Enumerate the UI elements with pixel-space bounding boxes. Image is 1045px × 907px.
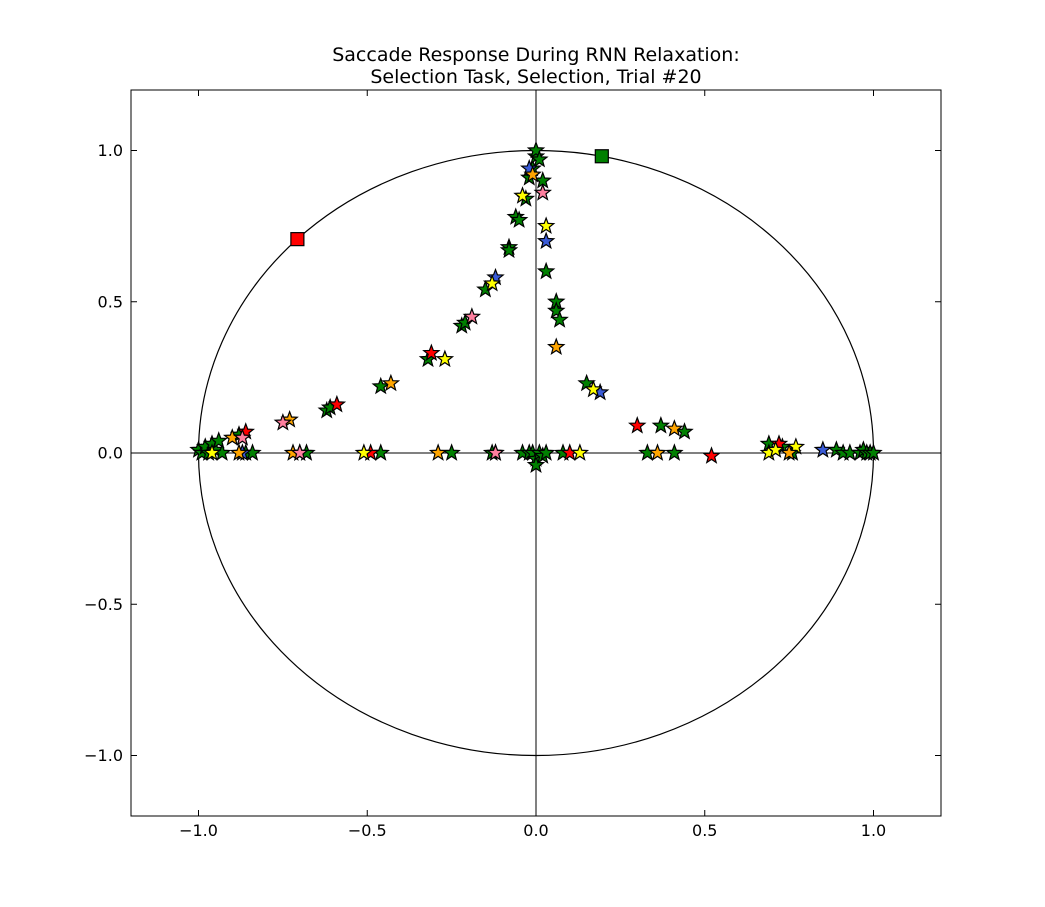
star-point-green [509,210,529,228]
star-point-pink [273,413,293,431]
star-point-orange [779,443,799,461]
chart-title: Saccade Response During RNN Relaxation: … [0,44,1045,88]
star-point-green [550,310,569,328]
axis-ticks: −1.0 −0.5 0.0 0.5 1.0 −1.0 −0.5 0.0 0.5 1.0 [84,90,941,840]
y-tick-label: 1.0 [98,141,123,160]
star-point-yellow [482,273,502,292]
star-point-blue [536,231,556,250]
star-point-orange [428,443,448,461]
y-tick-label: 0.5 [98,292,123,311]
star-point-orange [523,164,542,183]
target-square-marker [290,232,305,247]
star-point-green [536,443,556,461]
x-tick-label: 1.0 [861,821,886,840]
star-point-green [209,431,228,449]
star-point-pink [486,443,505,461]
data-points [189,140,883,473]
star-point-green [536,261,556,280]
star-point-yellow [513,186,532,204]
star-point-red [702,446,721,464]
star-point-yellow [766,440,785,458]
star-point-pink [533,183,552,201]
star-point-orange [648,443,667,461]
star-point-yellow [536,216,556,234]
star-point-pink [290,443,309,461]
star-point-red [327,394,347,413]
star-point-red [628,416,647,434]
star-point-blue [813,440,833,458]
x-tick-label: −1.0 [179,821,218,840]
target-markers [290,149,609,247]
star-point-yellow [435,349,455,368]
y-tick-label: 0.0 [98,444,123,463]
x-tick-label: −0.5 [348,821,387,840]
chart-title-line-2: Selection Task, Selection, Trial #20 [370,66,702,88]
star-point-yellow [202,443,222,461]
star-point-pink [233,428,252,446]
star-point-red [422,343,441,362]
star-point-green [526,455,546,473]
star-point-green [526,140,546,159]
star-point-orange [665,419,684,437]
star-point-green [665,443,684,461]
star-point-green [864,443,883,461]
star-point-yellow [354,443,374,461]
star-point-orange [381,373,401,392]
x-tick-label: 0.0 [523,821,548,840]
x-tick-label: 0.5 [692,821,717,840]
star-point-yellow [584,379,603,398]
star-point-yellow [570,443,590,461]
chart-title-line-1: Saccade Response During RNN Relaxation: [332,44,740,66]
star-point-orange [229,443,249,461]
star-point-green [547,301,566,319]
y-tick-label: −0.5 [84,595,123,614]
star-point-pink [462,307,482,325]
star-point-green [530,149,549,168]
y-tick-label: −1.0 [84,746,123,765]
star-point-orange [547,337,566,355]
star-point-green [651,416,671,434]
target-square-marker [594,149,609,164]
star-point-green [499,240,519,259]
